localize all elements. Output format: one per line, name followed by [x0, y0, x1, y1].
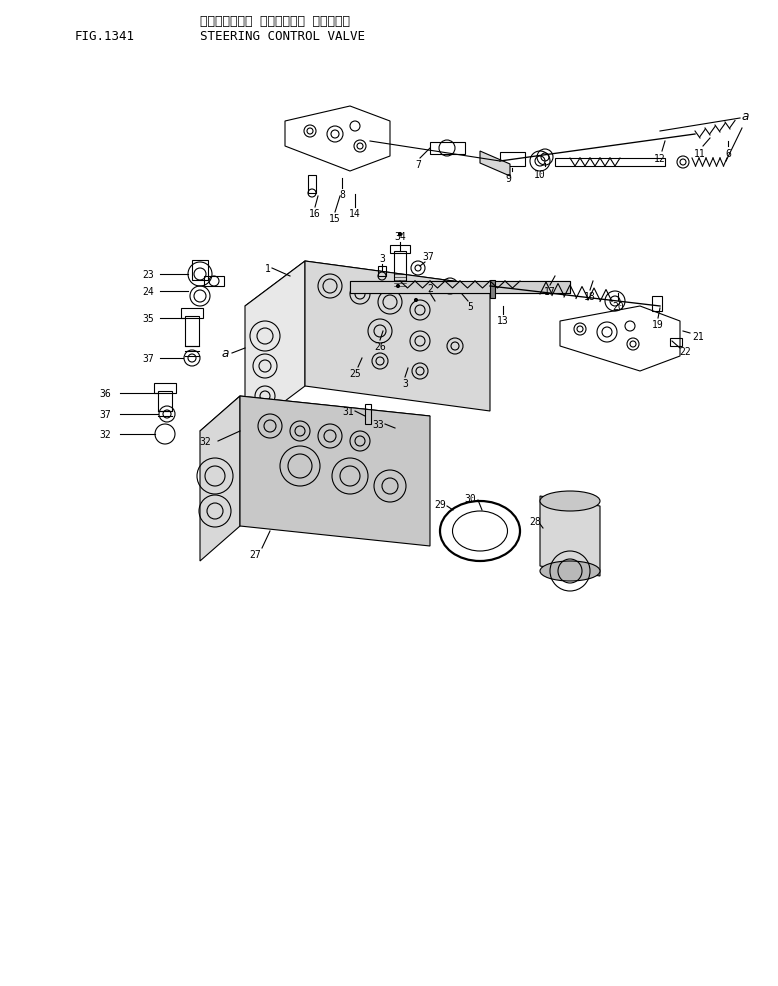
Text: 21: 21 — [692, 331, 704, 342]
Text: 3: 3 — [402, 379, 408, 388]
Bar — [390, 246, 410, 253]
Text: 35: 35 — [142, 314, 154, 323]
Bar — [652, 297, 662, 312]
Text: 26: 26 — [374, 342, 386, 352]
Bar — [555, 159, 665, 167]
Bar — [154, 384, 176, 393]
Text: 10: 10 — [534, 170, 546, 179]
Circle shape — [398, 234, 401, 237]
Text: 37: 37 — [142, 354, 154, 364]
Text: 28: 28 — [529, 517, 541, 527]
Text: 23: 23 — [142, 270, 154, 280]
Text: 34: 34 — [394, 232, 406, 242]
Polygon shape — [305, 261, 490, 411]
Text: 8: 8 — [339, 190, 345, 200]
Text: 24: 24 — [142, 287, 154, 297]
Bar — [670, 338, 682, 347]
Text: 9: 9 — [505, 174, 511, 183]
Polygon shape — [240, 396, 430, 546]
Polygon shape — [200, 396, 240, 561]
Text: 3: 3 — [379, 253, 385, 263]
Ellipse shape — [540, 491, 600, 512]
Bar — [181, 309, 203, 318]
Text: 32: 32 — [99, 430, 111, 440]
Bar — [430, 143, 465, 155]
Text: 5: 5 — [467, 302, 473, 312]
Text: 7: 7 — [415, 160, 421, 170]
Text: 37: 37 — [99, 409, 111, 420]
Polygon shape — [200, 396, 430, 452]
Text: a: a — [741, 110, 748, 123]
Text: 30: 30 — [464, 494, 476, 504]
Text: STEERING CONTROL VALVE: STEERING CONTROL VALVE — [200, 31, 365, 43]
Text: a: a — [221, 347, 229, 360]
Bar — [500, 153, 525, 167]
Polygon shape — [245, 261, 490, 331]
Bar — [204, 277, 224, 287]
Bar — [192, 260, 208, 281]
Text: 36: 36 — [99, 388, 111, 398]
Text: 13: 13 — [497, 316, 509, 325]
Text: 31: 31 — [342, 406, 354, 416]
Bar — [394, 251, 406, 287]
Bar — [308, 176, 316, 194]
Bar — [490, 281, 495, 299]
Text: 20: 20 — [612, 302, 624, 312]
Polygon shape — [480, 152, 510, 176]
Text: FIG.1341: FIG.1341 — [75, 31, 135, 43]
Bar — [185, 317, 199, 347]
Bar — [350, 282, 570, 294]
Text: 6: 6 — [725, 149, 731, 159]
Text: 17: 17 — [544, 287, 555, 297]
Circle shape — [415, 299, 418, 302]
Text: 22: 22 — [679, 347, 691, 357]
Bar — [158, 391, 172, 411]
Text: 29: 29 — [434, 500, 446, 510]
Text: 32: 32 — [199, 437, 211, 447]
Text: 11: 11 — [694, 149, 706, 159]
Text: 37: 37 — [422, 251, 434, 261]
Text: 12: 12 — [654, 154, 666, 164]
Bar — [378, 267, 386, 277]
Text: 18: 18 — [584, 292, 596, 302]
Ellipse shape — [540, 561, 600, 582]
Polygon shape — [540, 497, 600, 577]
Bar — [350, 282, 570, 294]
Text: 25: 25 — [349, 369, 361, 379]
Text: 15: 15 — [329, 214, 341, 224]
Text: 14: 14 — [349, 209, 361, 219]
Text: 19: 19 — [652, 319, 664, 329]
Text: 16: 16 — [309, 209, 321, 219]
Text: 1: 1 — [265, 263, 271, 274]
Text: ステアリング゚ コントロール パルプ: ステアリング゚ コントロール パルプ — [200, 16, 350, 29]
Text: 33: 33 — [372, 420, 384, 430]
Text: 27: 27 — [249, 549, 261, 559]
Bar — [365, 404, 371, 425]
Polygon shape — [245, 261, 305, 432]
Text: 2: 2 — [427, 284, 433, 294]
Circle shape — [397, 285, 399, 288]
